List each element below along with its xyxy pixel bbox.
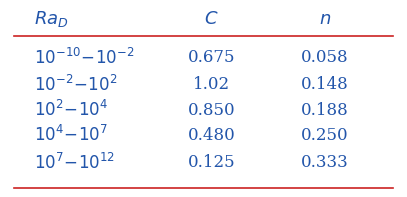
Text: 0.250: 0.250	[301, 127, 348, 144]
Text: $\mathit{n}$: $\mathit{n}$	[319, 10, 331, 28]
Text: $10^{-2}\!-\!10^{2}$: $10^{-2}\!-\!10^{2}$	[34, 75, 117, 95]
Text: 0.333: 0.333	[301, 154, 349, 171]
Text: $10^{7}\!-\!10^{12}$: $10^{7}\!-\!10^{12}$	[34, 152, 115, 173]
Text: 0.148: 0.148	[301, 76, 349, 93]
Text: 0.480: 0.480	[188, 127, 236, 144]
Text: $10^{4}\!-\!10^{7}$: $10^{4}\!-\!10^{7}$	[34, 125, 108, 145]
Text: 0.675: 0.675	[188, 49, 235, 66]
Text: 0.850: 0.850	[188, 102, 235, 119]
Text: $10^{2}\!-\!10^{4}$: $10^{2}\!-\!10^{4}$	[34, 100, 108, 120]
Text: 0.125: 0.125	[188, 154, 235, 171]
Text: $10^{-10}\!-\!10^{-2}$: $10^{-10}\!-\!10^{-2}$	[34, 48, 134, 68]
Text: 1.02: 1.02	[193, 76, 230, 93]
Text: 0.058: 0.058	[301, 49, 348, 66]
Text: 0.188: 0.188	[301, 102, 349, 119]
Text: $\mathit{Ra_D}$: $\mathit{Ra_D}$	[34, 9, 68, 29]
Text: $\mathit{C}$: $\mathit{C}$	[204, 10, 219, 28]
